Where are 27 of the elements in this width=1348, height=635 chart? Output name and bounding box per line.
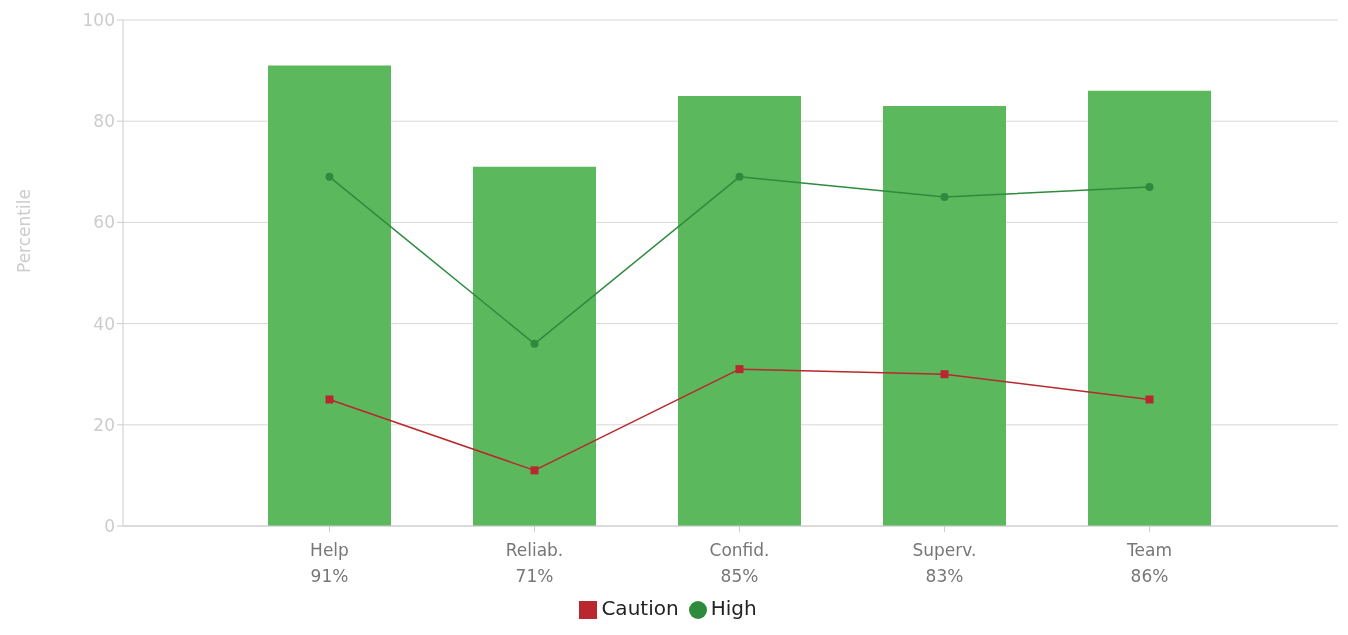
bar — [678, 95, 801, 526]
legend-label: Caution — [601, 596, 679, 620]
bar — [883, 106, 1006, 526]
point — [530, 339, 539, 348]
point — [325, 172, 334, 181]
bar — [1088, 90, 1211, 526]
point — [1145, 395, 1154, 404]
point — [940, 193, 949, 202]
x-tick-label: Reliab. — [505, 540, 564, 560]
point — [530, 466, 539, 475]
data-label: 83% — [925, 566, 964, 586]
x-tick-label: Superv. — [912, 540, 977, 560]
x-tick-label: Team — [1126, 540, 1172, 560]
data-label: 71% — [515, 566, 554, 586]
data-label: 85% — [720, 566, 759, 586]
x-tick-label: Help — [310, 540, 349, 560]
legend-label: High — [710, 596, 757, 620]
point — [940, 370, 949, 379]
data-label: 91% — [310, 566, 349, 586]
data-label: 86% — [1130, 566, 1169, 586]
bar — [473, 166, 596, 526]
point — [735, 365, 744, 374]
point — [325, 395, 334, 404]
point — [735, 172, 744, 181]
x-tick-label: Confid. — [709, 540, 770, 560]
point — [1145, 182, 1154, 191]
bar — [268, 65, 391, 526]
